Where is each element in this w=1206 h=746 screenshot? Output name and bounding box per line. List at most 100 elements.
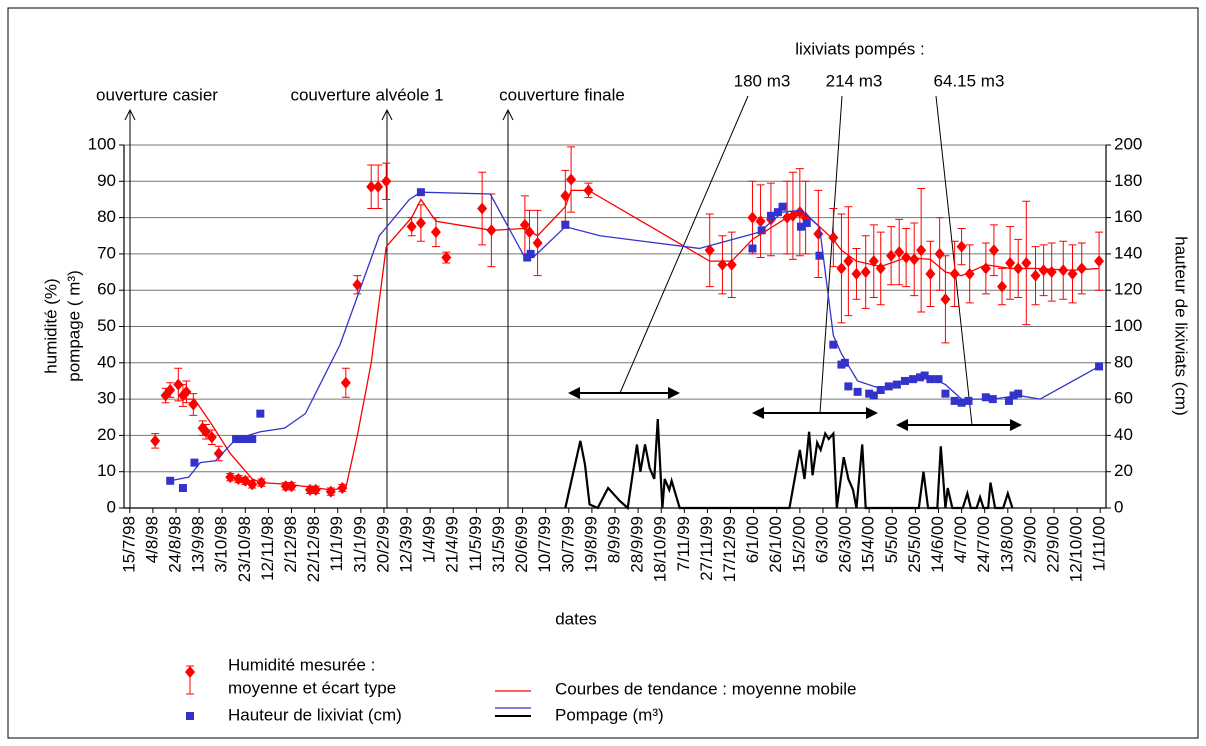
x-tick-label: 17/12/99	[720, 516, 739, 582]
point	[1030, 269, 1041, 282]
x-tick-label: 15/2/00	[789, 516, 808, 573]
point	[248, 435, 257, 444]
x-tick-label: 31/1/99	[350, 516, 369, 573]
point	[1004, 396, 1013, 405]
point	[916, 244, 927, 257]
x-tick-label: 6/1/00	[743, 516, 762, 563]
point	[165, 384, 176, 397]
point	[802, 219, 811, 228]
y2-tick-label: 140	[1114, 243, 1142, 262]
y-tick-label: 40	[97, 352, 116, 371]
point	[875, 262, 886, 275]
x-tick-label: 6/3/00	[812, 516, 831, 563]
y2-tick-label: 100	[1114, 316, 1142, 335]
x-tick-label: 26/1/00	[766, 516, 785, 573]
legend-label: Hauteur de lixiviat (cm)	[228, 705, 402, 724]
x-tick-label: 2/9/00	[1020, 516, 1039, 563]
y2-tick-label: 60	[1114, 389, 1133, 408]
x-tick-label: 11/1/99	[327, 516, 346, 571]
point	[181, 385, 192, 398]
x-tick-label: 14/6/00	[928, 516, 947, 573]
x-tick-label: 10/7/99	[535, 516, 554, 573]
point	[865, 389, 874, 398]
point	[310, 483, 321, 496]
point	[1009, 391, 1018, 400]
y-axis-label: humidité (%) pompage ( m³)	[42, 270, 84, 381]
point	[373, 180, 384, 193]
legend-label: Courbes de tendance : moyenne mobile	[555, 679, 856, 698]
point	[381, 175, 392, 188]
y-tick-label: 50	[97, 316, 116, 335]
frame	[7, 7, 1199, 739]
point	[415, 217, 426, 230]
point	[340, 376, 351, 389]
annotation: 180 m3	[734, 71, 791, 90]
point	[940, 293, 951, 306]
y-tick-label: 90	[97, 171, 116, 190]
annotation: lixiviats pompés :	[795, 39, 924, 58]
x-axis-label: dates	[555, 609, 597, 628]
y-tick-label: 100	[88, 134, 116, 153]
point	[909, 375, 918, 384]
y-tick-label: 80	[97, 207, 116, 226]
point	[836, 262, 847, 275]
line	[564, 419, 1014, 511]
point	[188, 398, 199, 411]
point	[213, 447, 224, 460]
y2-tick-label: 200	[1114, 134, 1142, 153]
point	[755, 215, 766, 228]
x-tick-label: 5/5/00	[882, 516, 901, 563]
point	[950, 396, 959, 405]
point	[441, 251, 452, 264]
point	[477, 202, 488, 215]
point	[526, 249, 535, 258]
point	[1076, 262, 1087, 275]
point	[876, 386, 885, 395]
point	[236, 435, 245, 444]
point	[1014, 389, 1023, 398]
legend-swatch	[186, 712, 194, 720]
point	[233, 472, 244, 485]
y2-tick-label: 80	[1114, 352, 1133, 371]
point	[926, 375, 935, 384]
x-tick-label: 15/4/00	[859, 516, 878, 573]
point	[828, 231, 839, 244]
point	[247, 478, 258, 491]
x-tick-label: 22/12/98	[304, 516, 323, 582]
point	[173, 378, 184, 391]
point	[430, 226, 441, 239]
x-tick-label: 3/10/98	[212, 516, 231, 573]
x-tick-label: 18/10/99	[651, 516, 670, 582]
x-tick-label: 23/10/98	[235, 516, 254, 582]
point	[853, 387, 862, 396]
point	[242, 435, 251, 444]
point	[941, 389, 950, 398]
point	[704, 244, 715, 257]
point	[366, 180, 377, 193]
legend-swatch	[185, 666, 195, 678]
x-tick-label: 7/11/99	[674, 516, 693, 571]
point	[884, 382, 893, 391]
point	[778, 202, 787, 211]
point	[957, 398, 966, 407]
point	[190, 458, 199, 467]
point	[561, 220, 570, 229]
x-tick-label: 15/7/98	[119, 516, 138, 573]
x-tick-label: 12/10/00	[1067, 516, 1086, 582]
x-tick-label: 1/4/99	[420, 516, 439, 563]
point	[894, 246, 905, 259]
point	[519, 218, 530, 231]
x-tick-label: 11/5/99	[466, 516, 485, 571]
y2-tick-label: 160	[1114, 207, 1142, 226]
point	[915, 373, 924, 382]
y-tick-label: 0	[107, 497, 116, 516]
point	[1021, 256, 1032, 269]
y2-tick-label: 0	[1114, 497, 1123, 516]
point	[934, 375, 943, 384]
y2-tick-label: 40	[1114, 425, 1133, 444]
x-tick-label: 24/8/98	[165, 516, 184, 573]
x-tick-label: 22/9/00	[1043, 516, 1062, 573]
legend-label: Pompage (m³)	[555, 705, 664, 724]
point	[988, 244, 999, 257]
